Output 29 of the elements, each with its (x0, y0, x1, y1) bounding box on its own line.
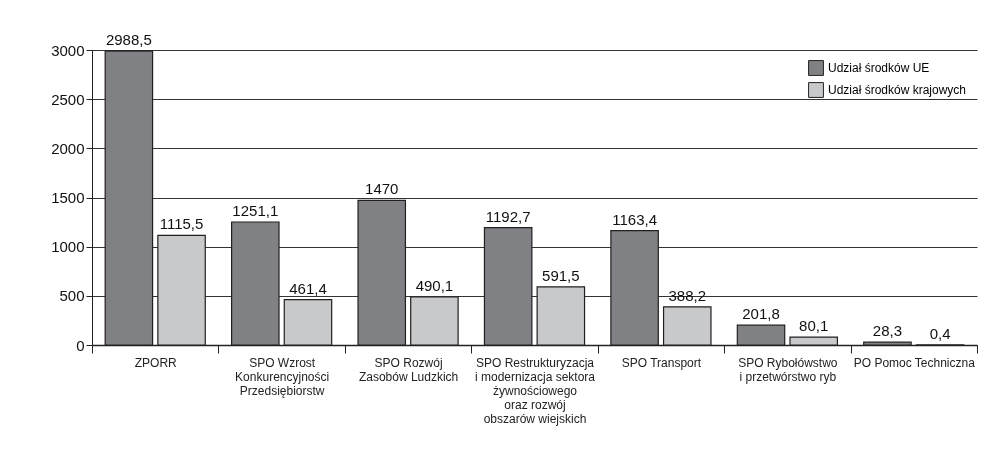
y-tick-label: 2000 (51, 139, 85, 157)
data-label: 461,4 (289, 279, 327, 297)
data-label: 0,4 (929, 324, 951, 342)
data-label: 1251,1 (232, 201, 279, 219)
x-tick-label: SPO Rybołówstwo i przetwórstwo ryb (738, 355, 838, 384)
data-label: 591,5 (542, 266, 580, 284)
y-tick-label: 500 (59, 287, 85, 305)
data-label: 80,1 (799, 317, 829, 335)
x-tick-label: SPO Wzrost Konkurencyjności Przedsiębiorstw (235, 355, 330, 398)
data-label: 1115,5 (159, 215, 204, 233)
data-label: 28,3 (872, 322, 903, 340)
legend-label: Udział środków UE (828, 61, 930, 75)
x-tick-label: SPO Restrukturyzacja i modernizacja sektora żywnościowego oraz rozwój obszarów wiejskich (474, 355, 596, 426)
y-tick-label: 1000 (51, 238, 85, 256)
x-tick-label: SPO Rozwój Zasobów Ludzkich (358, 355, 459, 384)
data-label: 1192,7 (485, 207, 531, 225)
data-label: 1163,4 (612, 210, 657, 228)
legend-label: Udział środków krajowych (828, 83, 967, 97)
y-tick-label: 3000 (51, 41, 85, 59)
y-tick-label: 1500 (51, 189, 85, 206)
data-label: 490,1 (415, 276, 454, 294)
x-tick-label: ZPORR (134, 355, 178, 370)
x-tick-label: SPO Transport (621, 355, 702, 370)
data-label: 201,8 (742, 305, 780, 323)
y-tick-label: 0 (76, 336, 85, 354)
data-label: 1470 (365, 180, 399, 198)
data-label: 2988,5 (105, 31, 152, 49)
y-tick-label: 2500 (51, 90, 85, 108)
x-tick-label: PO Pomoc Techniczna (853, 355, 976, 370)
